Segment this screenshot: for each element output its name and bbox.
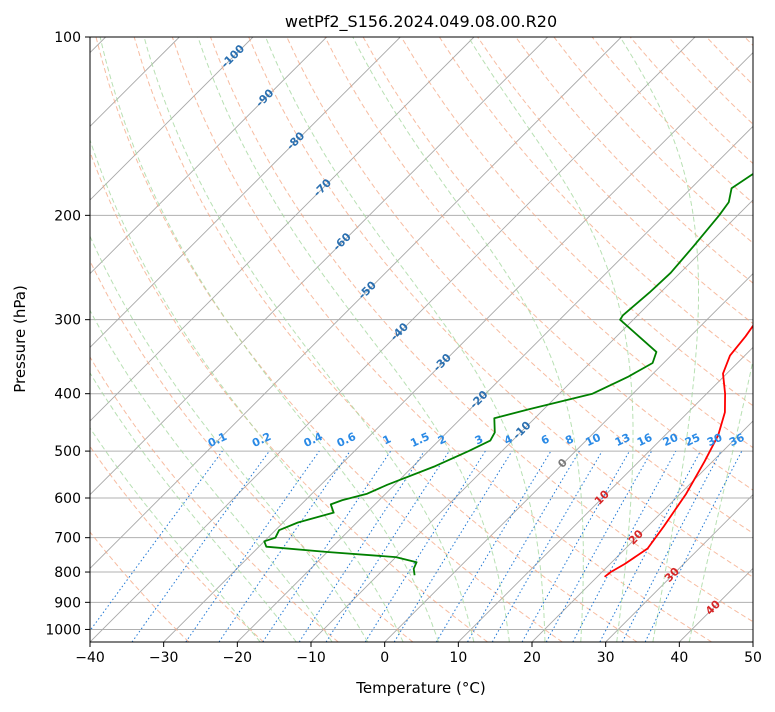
x-tick-label: 10: [449, 650, 467, 666]
y-axis-label: Pressure (hPa): [11, 285, 29, 393]
y-tick-label: 700: [54, 531, 81, 547]
x-tick-label: −40: [75, 650, 105, 666]
y-tick-label: 500: [54, 444, 81, 460]
x-tick-label: 40: [670, 650, 688, 666]
x-tick-label: 50: [744, 650, 762, 666]
x-tick-label: −10: [296, 650, 326, 666]
x-axis-label: Temperature (°C): [355, 679, 485, 697]
y-tick-label: 300: [54, 313, 81, 329]
y-tick-label: 600: [54, 491, 81, 507]
y-tick-label: 1000: [45, 622, 81, 638]
y-tick-label: 200: [54, 208, 81, 224]
x-tick-label: 20: [523, 650, 541, 666]
y-tick-label: 900: [54, 595, 81, 611]
x-tick-label: 30: [597, 650, 615, 666]
x-tick-label: 0: [380, 650, 389, 666]
y-tick-label: 100: [54, 30, 81, 46]
y-tick-label: 400: [54, 387, 81, 403]
y-tick-label: 800: [54, 565, 81, 581]
x-tick-label: −30: [149, 650, 179, 666]
x-tick-label: −20: [223, 650, 253, 666]
chart-title: wetPf2_S156.2024.049.08.00.R20: [285, 12, 557, 32]
